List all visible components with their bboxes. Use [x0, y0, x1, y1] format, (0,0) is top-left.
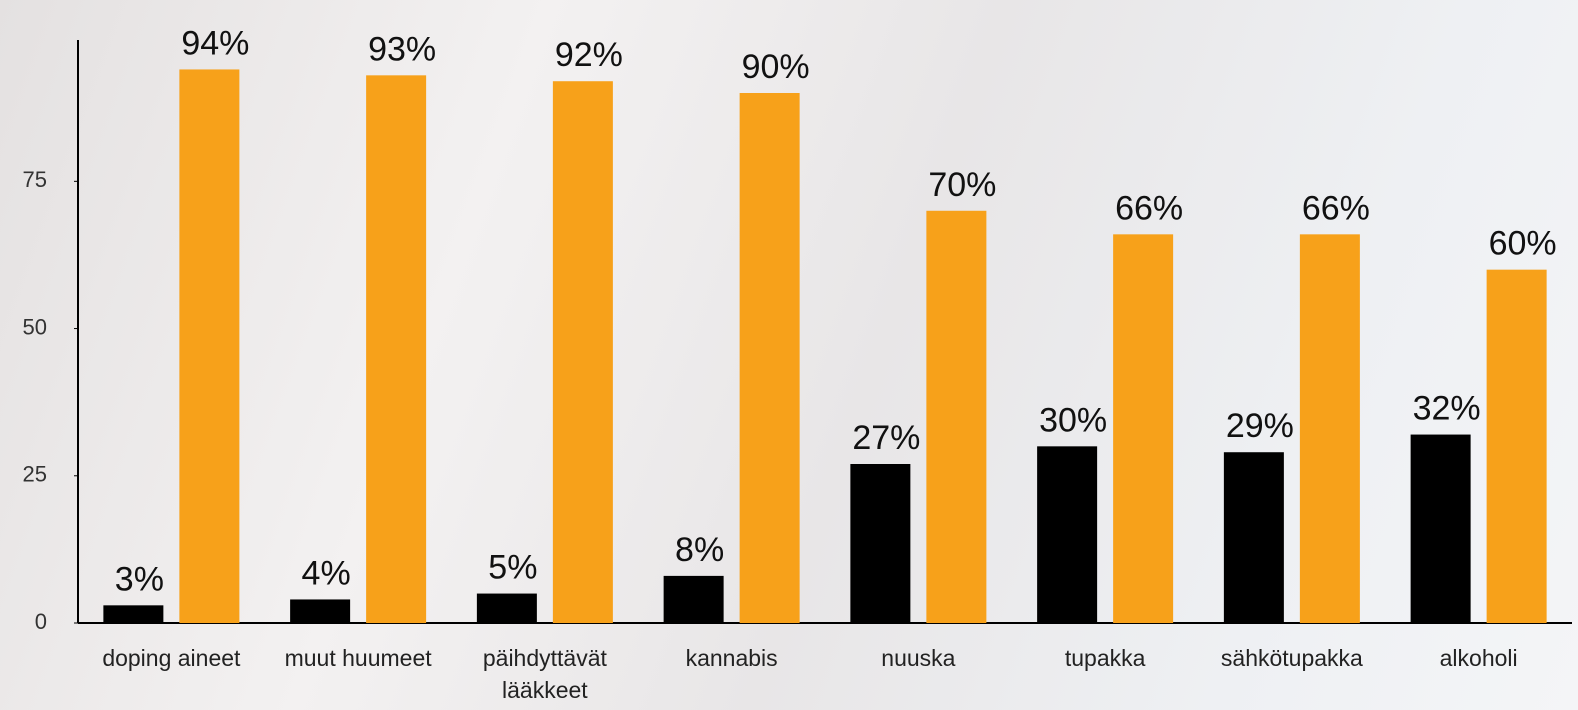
value-label: 8%	[675, 531, 724, 569]
bar	[1300, 234, 1360, 623]
bar	[1037, 446, 1097, 623]
bar	[553, 81, 613, 623]
y-tick-label: 0	[35, 609, 47, 634]
y-tick-label: 75	[23, 167, 47, 192]
value-label: 29%	[1226, 407, 1294, 445]
bar	[850, 464, 910, 623]
bar	[477, 594, 537, 623]
value-label: 92%	[555, 36, 623, 74]
y-tick-label: 25	[23, 462, 47, 487]
value-label: 60%	[1489, 225, 1557, 263]
x-tick-label: nuuska	[828, 642, 1008, 674]
y-tick-label: 50	[23, 314, 47, 339]
value-label: 5%	[488, 549, 537, 587]
value-label: 3%	[115, 560, 164, 598]
value-label: 70%	[928, 166, 996, 204]
x-tick-label: doping aineet	[81, 642, 261, 674]
x-tick-label: sähkötupakka	[1202, 642, 1382, 674]
chart: 0 25 50 75 3% 94% 4% 93% 5% 92% 8% 90% 27% 70% 30% 66% 2…	[0, 0, 1578, 710]
bar	[664, 576, 724, 623]
x-tick-label: kannabis	[642, 642, 822, 674]
value-label: 94%	[181, 24, 249, 62]
bar	[366, 75, 426, 623]
x-tick-label: alkoholi	[1389, 642, 1569, 674]
bar	[1224, 452, 1284, 623]
bar	[1487, 270, 1547, 623]
x-tick-label: tupakka	[1015, 642, 1195, 674]
bar	[926, 211, 986, 623]
chart-svg: 0 25 50 75 3% 94% 4% 93% 5% 92% 8% 90% 27% 70% 30% 66% 2…	[0, 0, 1578, 710]
bar	[1113, 234, 1173, 623]
x-tick-label: muut huumeet	[268, 642, 448, 674]
value-label: 32%	[1413, 390, 1481, 428]
bar	[290, 599, 350, 623]
value-label: 93%	[368, 30, 436, 68]
value-label: 66%	[1115, 189, 1183, 227]
value-label: 27%	[852, 419, 920, 457]
bar	[740, 93, 800, 623]
bar	[103, 605, 163, 623]
value-label: 30%	[1039, 401, 1107, 439]
value-label: 90%	[742, 48, 810, 86]
bar	[1411, 435, 1471, 623]
x-tick-label: päihdyttävät lääkkeet	[455, 642, 635, 706]
value-label: 66%	[1302, 189, 1370, 227]
bar	[179, 69, 239, 623]
value-label: 4%	[302, 554, 351, 592]
